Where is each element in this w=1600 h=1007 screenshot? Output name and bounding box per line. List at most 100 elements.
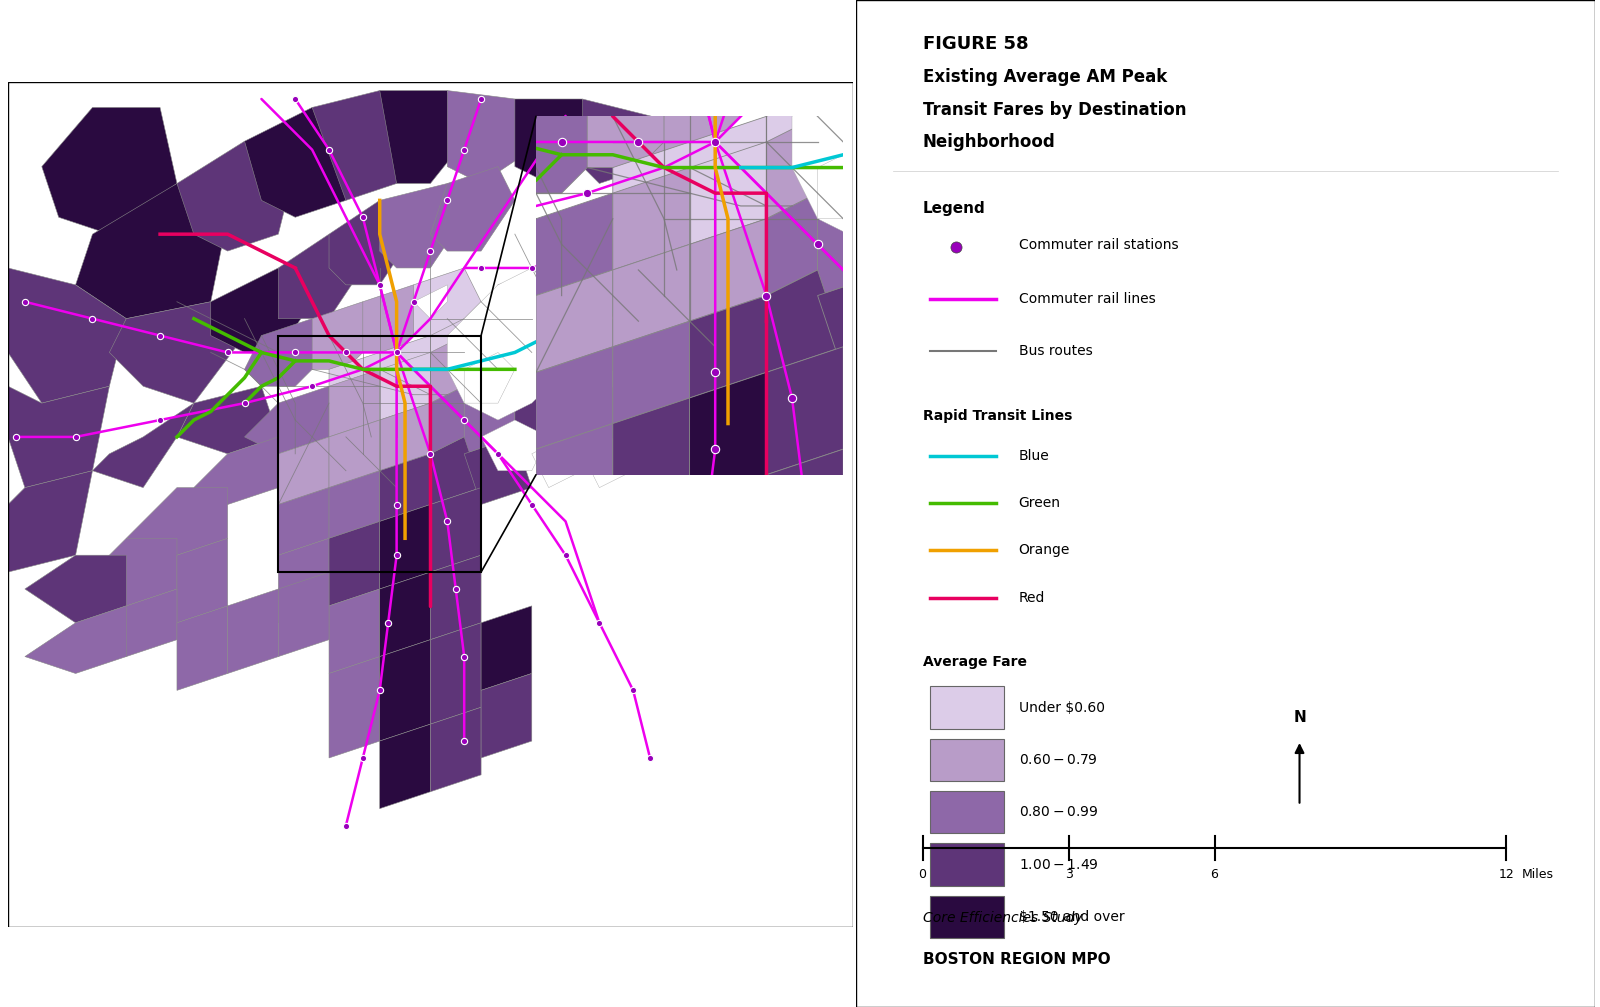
Text: N: N xyxy=(1293,710,1306,725)
Polygon shape xyxy=(8,470,93,572)
Polygon shape xyxy=(379,183,464,268)
Text: Commuter rail stations: Commuter rail stations xyxy=(1019,238,1178,252)
Polygon shape xyxy=(379,505,430,589)
Polygon shape xyxy=(278,572,330,657)
Polygon shape xyxy=(330,370,379,437)
Bar xyxy=(930,896,1003,939)
Polygon shape xyxy=(330,420,379,487)
Polygon shape xyxy=(448,268,582,420)
Polygon shape xyxy=(531,251,600,318)
Polygon shape xyxy=(485,193,613,296)
Polygon shape xyxy=(363,285,430,352)
Polygon shape xyxy=(126,487,227,555)
Polygon shape xyxy=(818,142,894,219)
Polygon shape xyxy=(766,346,843,474)
Polygon shape xyxy=(515,387,565,454)
Polygon shape xyxy=(582,437,634,487)
Polygon shape xyxy=(413,268,482,335)
Text: 6: 6 xyxy=(1211,868,1219,881)
Text: $0.60 - $0.79: $0.60 - $0.79 xyxy=(1019,753,1098,767)
Polygon shape xyxy=(75,539,178,606)
Text: Orange: Orange xyxy=(1019,544,1070,558)
Polygon shape xyxy=(26,555,126,622)
Text: Neighborhood: Neighborhood xyxy=(923,133,1056,151)
Polygon shape xyxy=(613,321,690,424)
Bar xyxy=(930,687,1003,729)
Polygon shape xyxy=(430,335,464,403)
Polygon shape xyxy=(498,268,565,335)
Polygon shape xyxy=(93,403,194,487)
Polygon shape xyxy=(582,235,667,318)
Polygon shape xyxy=(245,387,330,454)
Polygon shape xyxy=(211,268,312,352)
Text: Core Efficiencies Study: Core Efficiencies Study xyxy=(923,911,1082,925)
Polygon shape xyxy=(245,318,330,387)
Polygon shape xyxy=(278,235,363,318)
Polygon shape xyxy=(613,142,715,245)
Polygon shape xyxy=(587,65,690,167)
Polygon shape xyxy=(278,539,330,622)
Text: $0.80 - $0.99: $0.80 - $0.99 xyxy=(1019,806,1098,820)
Polygon shape xyxy=(464,302,531,387)
Text: $1.00 - $1.49: $1.00 - $1.49 xyxy=(1019,858,1099,872)
Bar xyxy=(278,335,482,572)
Polygon shape xyxy=(616,387,683,437)
Polygon shape xyxy=(379,454,430,522)
Polygon shape xyxy=(245,108,363,218)
Polygon shape xyxy=(194,437,278,505)
Polygon shape xyxy=(536,346,613,449)
Text: Under $0.60: Under $0.60 xyxy=(1019,701,1104,715)
Polygon shape xyxy=(613,245,690,346)
Text: Legend: Legend xyxy=(923,201,986,217)
Polygon shape xyxy=(227,589,278,674)
Polygon shape xyxy=(330,200,413,285)
Polygon shape xyxy=(766,270,843,373)
Polygon shape xyxy=(178,539,227,622)
Polygon shape xyxy=(330,470,379,539)
Polygon shape xyxy=(464,335,515,403)
Polygon shape xyxy=(434,14,587,142)
Text: FIGURE 58: FIGURE 58 xyxy=(923,35,1029,53)
Text: $1.50 and over: $1.50 and over xyxy=(1019,910,1125,924)
Text: Rapid Transit Lines: Rapid Transit Lines xyxy=(923,409,1072,423)
Polygon shape xyxy=(430,387,464,454)
Polygon shape xyxy=(413,285,448,318)
Bar xyxy=(930,844,1003,886)
Polygon shape xyxy=(430,487,482,572)
Polygon shape xyxy=(464,352,515,403)
Polygon shape xyxy=(464,387,515,454)
Text: Miles: Miles xyxy=(1522,868,1554,881)
Polygon shape xyxy=(498,335,565,403)
Polygon shape xyxy=(330,657,379,758)
Polygon shape xyxy=(531,437,582,487)
Polygon shape xyxy=(430,318,482,387)
Polygon shape xyxy=(330,352,397,420)
Polygon shape xyxy=(482,674,531,758)
Polygon shape xyxy=(766,193,818,296)
Polygon shape xyxy=(690,296,766,398)
Polygon shape xyxy=(482,420,549,470)
Polygon shape xyxy=(683,318,752,370)
Polygon shape xyxy=(515,99,600,183)
Polygon shape xyxy=(485,91,613,193)
Text: Green: Green xyxy=(1019,496,1061,511)
Polygon shape xyxy=(379,335,448,403)
Polygon shape xyxy=(278,487,330,555)
Polygon shape xyxy=(430,707,482,792)
Polygon shape xyxy=(582,99,650,183)
Bar xyxy=(930,739,1003,781)
Polygon shape xyxy=(766,91,843,193)
Text: Bus routes: Bus routes xyxy=(1019,344,1093,358)
Text: BOSTON REGION MPO: BOSTON REGION MPO xyxy=(923,952,1110,967)
Text: 3: 3 xyxy=(1064,868,1072,881)
Polygon shape xyxy=(8,387,109,487)
Text: Blue: Blue xyxy=(1019,449,1050,463)
Polygon shape xyxy=(278,437,330,505)
Polygon shape xyxy=(766,117,818,219)
Polygon shape xyxy=(178,387,278,454)
Polygon shape xyxy=(330,522,379,606)
Text: Red: Red xyxy=(1019,590,1045,604)
Polygon shape xyxy=(379,352,430,420)
Polygon shape xyxy=(464,437,531,505)
Polygon shape xyxy=(379,639,430,741)
